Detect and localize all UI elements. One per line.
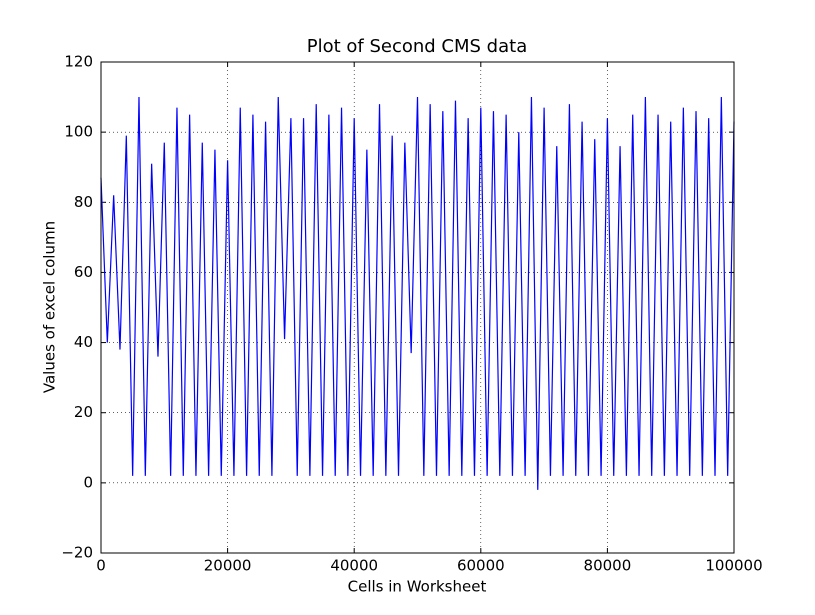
- x-tick-label: 80000: [584, 557, 632, 575]
- y-tick-label: 120: [64, 53, 93, 71]
- y-axis-label: Values of excel column: [41, 221, 59, 393]
- x-tick-label: 20000: [204, 557, 252, 575]
- y-tick-label: 40: [74, 333, 93, 351]
- y-tick-label: −20: [61, 544, 93, 562]
- y-tick-label: 100: [64, 123, 93, 141]
- y-tick-label: 0: [83, 473, 93, 491]
- y-tick-label: 80: [74, 193, 93, 211]
- x-axis-label: Cells in Worksheet: [348, 578, 487, 596]
- y-tick-label: 60: [74, 263, 93, 281]
- x-tick-label: 100000: [705, 557, 762, 575]
- x-tick-label: 40000: [330, 557, 378, 575]
- x-tick-label: 60000: [457, 557, 505, 575]
- y-tick-label: 20: [74, 403, 93, 421]
- x-tick-label: 0: [96, 557, 106, 575]
- data-line: [100, 97, 735, 490]
- plot-frame: [100, 61, 735, 554]
- chart-title: Plot of Second CMS data: [307, 36, 527, 57]
